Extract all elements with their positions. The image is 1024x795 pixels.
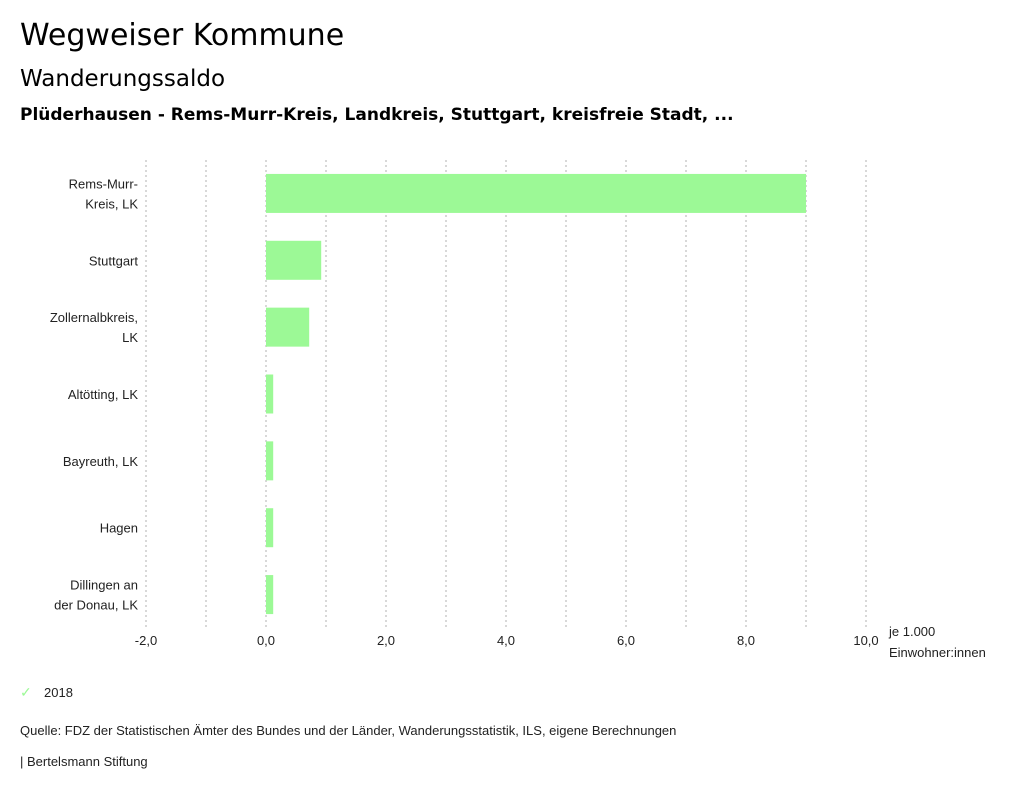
x-tick-label: 4,0 bbox=[497, 633, 515, 648]
unit-label: je 1.000 Einwohner:innen bbox=[888, 624, 986, 660]
bar[interactable] bbox=[266, 240, 322, 280]
app-title: Wegweiser Kommune bbox=[20, 18, 345, 53]
gridlines bbox=[145, 160, 867, 628]
bar-chart: Rems-Murr-Kreis, LK Stuttgart Zollernalbkr… bbox=[50, 160, 986, 660]
category-label: Rems-Murr-Kreis, LK bbox=[69, 176, 139, 211]
x-tick-labels: -2,0 0,0 2,0 4,0 6,0 8,0 10,0 bbox=[135, 633, 879, 648]
category-label: Altötting, LK bbox=[68, 387, 138, 402]
region-selector-text[interactable]: Plüderhausen - Rems-Murr-Kreis, Landkrei… bbox=[20, 105, 734, 125]
x-tick-label: 10,0 bbox=[853, 633, 878, 648]
bars bbox=[266, 173, 806, 615]
x-tick-label: 6,0 bbox=[617, 633, 635, 648]
source-note: Quelle: FDZ der Statistischen Ämter des … bbox=[20, 723, 677, 738]
credit-note: | Bertelsmann Stiftung bbox=[20, 754, 148, 769]
bar[interactable] bbox=[266, 575, 274, 615]
bar[interactable] bbox=[266, 173, 806, 213]
category-label: Bayreuth, LK bbox=[63, 454, 138, 469]
check-icon: ✓ bbox=[20, 684, 32, 700]
category-label: Zollernalbkreis, LK bbox=[50, 310, 138, 345]
x-tick-label: 2,0 bbox=[377, 633, 395, 648]
x-tick-label: 8,0 bbox=[737, 633, 755, 648]
chart-subtitle: Wanderungssaldo bbox=[20, 66, 226, 92]
bar[interactable] bbox=[266, 374, 274, 414]
bar[interactable] bbox=[266, 508, 274, 548]
bar[interactable] bbox=[266, 441, 274, 481]
x-tick-label: -2,0 bbox=[135, 633, 157, 648]
x-tick-label: 0,0 bbox=[257, 633, 275, 648]
legend-item-2018[interactable]: ✓ 2018 bbox=[20, 684, 73, 701]
x-axis-unit-label: je 1.000 Einwohner:innen bbox=[888, 624, 986, 660]
category-label: Stuttgart bbox=[89, 253, 139, 268]
bar[interactable] bbox=[266, 307, 310, 347]
category-labels: Rems-Murr-Kreis, LK Stuttgart Zollernalbkr… bbox=[50, 176, 139, 612]
category-label: Hagen bbox=[100, 521, 138, 536]
category-label: Dillingen an der Donau, LK bbox=[54, 578, 138, 613]
legend-label: 2018 bbox=[44, 685, 73, 700]
